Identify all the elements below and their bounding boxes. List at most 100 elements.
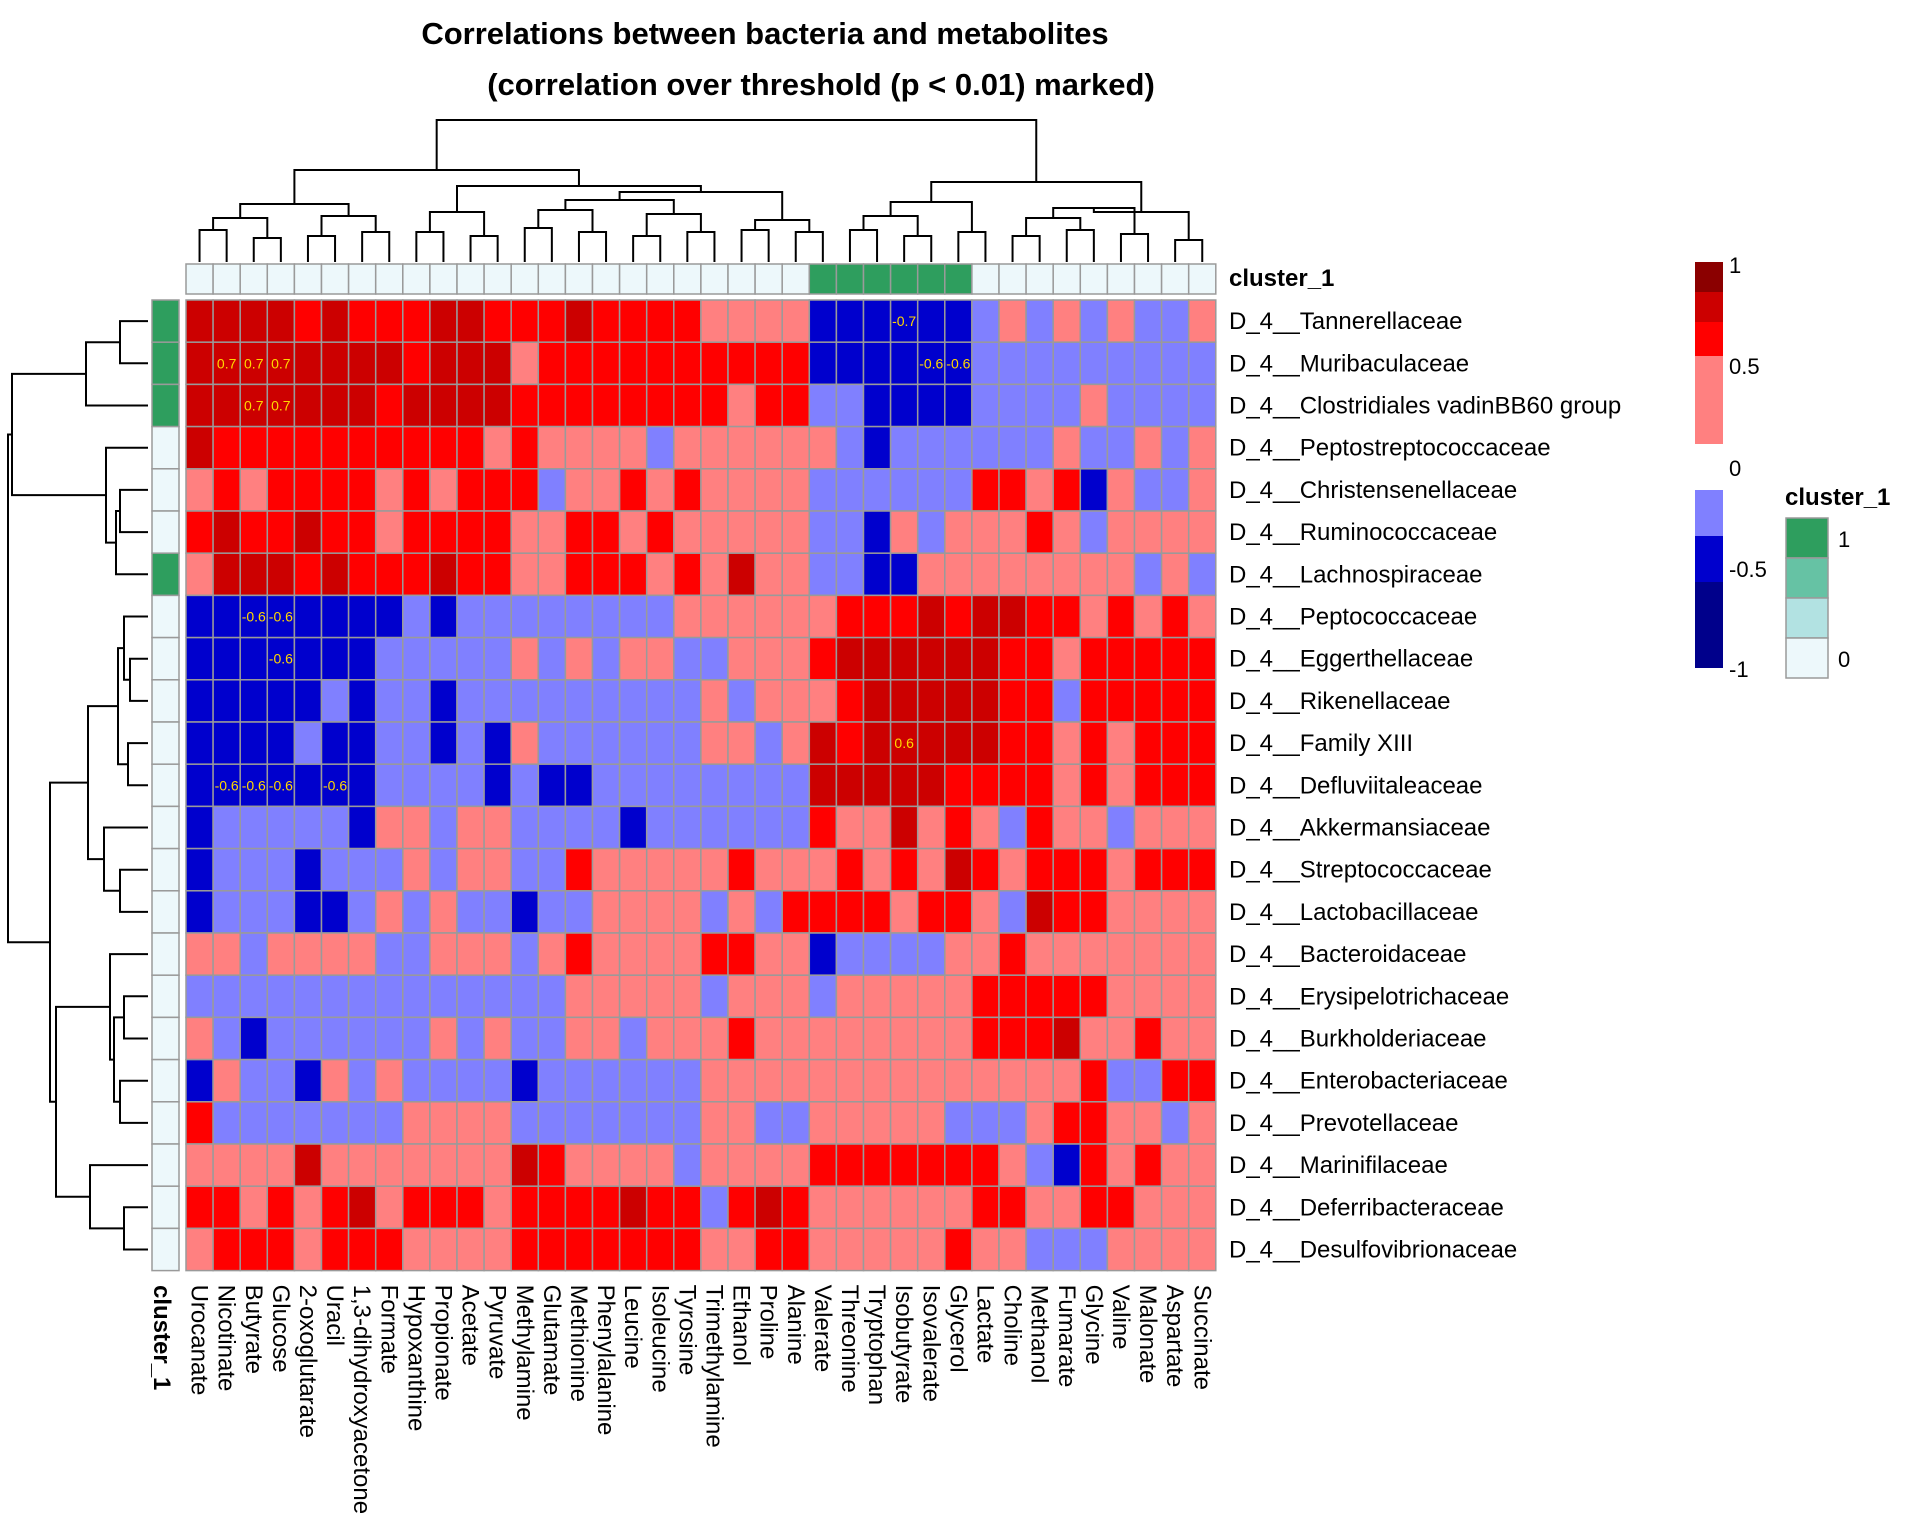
heatmap-cell [537, 932, 567, 976]
heatmap-cell [402, 383, 431, 428]
heatmap-cell [862, 679, 892, 723]
heatmap-cell [537, 341, 567, 386]
color-legend-swatch [1695, 536, 1723, 582]
column-cluster-cell [564, 263, 594, 295]
heatmap-cell [483, 932, 512, 976]
column-dendrogram-branch [1065, 229, 1095, 262]
row-dendrogram-branch [89, 1164, 148, 1230]
column-cluster-cell [293, 263, 323, 295]
heatmap-cell [781, 299, 811, 343]
heatmap-cell [347, 847, 377, 892]
heatmap-cell [808, 1185, 838, 1230]
row-cluster-cell [151, 1101, 180, 1145]
row-cluster-cell [151, 299, 180, 343]
heatmap-cell [645, 636, 675, 681]
heatmap-cell [645, 425, 675, 470]
heatmap-cell [347, 552, 377, 597]
row-label: D_4__Deferribacteraceae [1229, 1194, 1504, 1221]
column-cluster-cell [266, 263, 296, 295]
heatmap-cell [402, 1101, 431, 1145]
heatmap-cell [1106, 468, 1136, 512]
column-cluster-cell [1079, 263, 1109, 295]
heatmap-cell [1160, 679, 1190, 723]
heatmap-cell [781, 721, 811, 765]
column-dendrogram-branch [1025, 217, 1082, 236]
heatmap-cell [971, 932, 1000, 976]
heatmap-cell [808, 1016, 838, 1061]
heatmap-cell [1052, 636, 1082, 681]
heatmap-cell [1133, 1227, 1163, 1272]
heatmap-cell [618, 1016, 648, 1061]
heatmap-cell [754, 1101, 783, 1145]
heatmap-cell [727, 594, 756, 639]
cell-value-label: -0.6 [919, 355, 943, 371]
heatmap-cell [1187, 299, 1217, 343]
heatmap-cell [835, 425, 865, 470]
heatmap-cell [673, 1016, 702, 1061]
row-cluster-cell [151, 636, 180, 681]
heatmap-cell [1106, 932, 1136, 976]
heatmap-cell [266, 299, 296, 343]
heatmap-cell [347, 636, 377, 681]
column-cluster-cell [1187, 263, 1217, 295]
correlation-color-legend: 1 0.5 0 -0.5 -1 [1695, 253, 1767, 682]
heatmap-cell [808, 805, 838, 850]
heatmap-cell [402, 636, 431, 681]
heatmap-cell [1079, 1227, 1109, 1272]
heatmap-cell [1052, 383, 1082, 428]
heatmap-cell [1052, 1016, 1082, 1061]
heatmap-cell [591, 847, 621, 892]
heatmap-cell [591, 341, 621, 386]
heatmap-cell [971, 847, 1000, 892]
heatmap-cell [835, 1058, 865, 1103]
heatmap-cell [564, 805, 594, 850]
heatmap-cell [1079, 383, 1109, 428]
heatmap-cell [510, 1058, 540, 1103]
heatmap-cell [1025, 636, 1054, 681]
heatmap-cell [374, 510, 404, 554]
column-cluster-cell [429, 263, 458, 295]
column-label: Methylamine [511, 1285, 538, 1421]
heatmap-cell [483, 763, 512, 808]
heatmap-cell [971, 341, 1000, 386]
heatmap-cell [1025, 1143, 1054, 1187]
heatmap-cell [916, 341, 946, 386]
heatmap-cell [781, 679, 811, 723]
heatmap-cell [293, 636, 323, 681]
heatmap-cell [374, 1227, 404, 1272]
heatmap-cell [483, 805, 512, 850]
heatmap-cell [971, 1185, 1000, 1230]
heatmap-cell [266, 932, 296, 976]
heatmap-cell [1079, 1058, 1109, 1103]
heatmap-cell [1052, 510, 1082, 554]
column-label: 1,3-dihydroxyacetone [348, 1285, 375, 1514]
column-label: Valerate [809, 1285, 836, 1373]
heatmap-cell [185, 299, 214, 343]
heatmap-cell [266, 425, 296, 470]
column-cluster-cell [1052, 263, 1082, 295]
heatmap-cell [429, 1185, 458, 1230]
heatmap-cell [889, 636, 919, 681]
column-label: Glycine [1080, 1285, 1107, 1365]
heatmap-cell [862, 1143, 892, 1187]
heatmap-cell [456, 847, 485, 892]
heatmap-cell [889, 594, 919, 639]
heatmap-cell [916, 847, 946, 892]
heatmap-cell [212, 932, 241, 976]
row-cluster-cell [151, 510, 180, 554]
heatmap-cell [320, 1101, 350, 1145]
heatmap-cell [266, 510, 296, 554]
row-cluster-cell [151, 847, 180, 892]
heatmap-cell [1025, 510, 1054, 554]
heatmap-cell [1052, 341, 1082, 386]
heatmap-cell [754, 932, 783, 976]
column-cluster-cell [212, 263, 241, 295]
heatmap-cell [239, 341, 269, 386]
heatmap-cell [944, 847, 973, 892]
heatmap-cell [591, 1143, 621, 1187]
heatmap-cell [700, 805, 729, 850]
row-label: D_4__Enterobacteriaceae [1229, 1068, 1508, 1095]
heatmap-cell [944, 1227, 973, 1272]
heatmap-cell [835, 1016, 865, 1061]
heatmap-cell [456, 763, 485, 808]
